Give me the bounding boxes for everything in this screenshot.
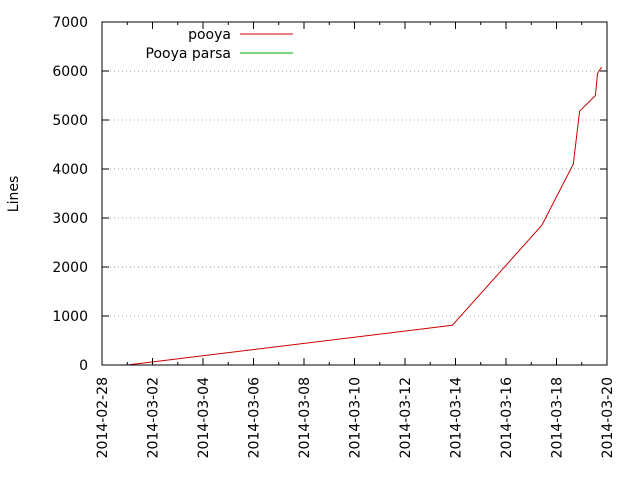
x-tick-label: 2014-03-20 [600,377,616,458]
y-tick-label: 0 [79,358,88,374]
x-tick-label: 2014-03-06 [247,377,263,458]
x-tick-label: 2014-03-02 [146,377,162,458]
y-tick-label: 7000 [52,15,88,31]
x-tick-label: 2014-03-12 [398,377,414,458]
x-tick-label: 2014-03-08 [297,377,313,458]
x-tick-label: 2014-03-10 [348,377,364,458]
y-tick-label: 6000 [52,64,88,80]
x-tick-label: 2014-03-16 [499,377,515,458]
y-tick-label: 1000 [52,309,88,325]
y-axis-label: Lines [6,176,22,212]
plot-frame [101,21,608,366]
ticks: 0 1000 2000 3000 4000 5000 6000 7000 2014-02-28 2… [52,15,616,458]
series-line-pooya [127,66,603,366]
legend: pooya Pooya parsa [146,27,293,62]
y-tick-label: 4000 [52,162,88,178]
x-tick-label: 2014-03-14 [449,377,465,458]
x-tick-label: 2014-03-04 [196,377,212,458]
y-tick-label: 5000 [52,113,88,129]
x-tick-label: 2014-03-18 [550,377,566,458]
y-tick-label: 3000 [52,211,88,227]
grid [102,70,607,317]
series-lines [127,66,603,366]
x-tick-label: 2014-02-28 [95,377,111,458]
legend-label: Pooya parsa [146,46,231,62]
legend-label: pooya [188,27,231,43]
y-tick-label: 2000 [52,260,88,276]
